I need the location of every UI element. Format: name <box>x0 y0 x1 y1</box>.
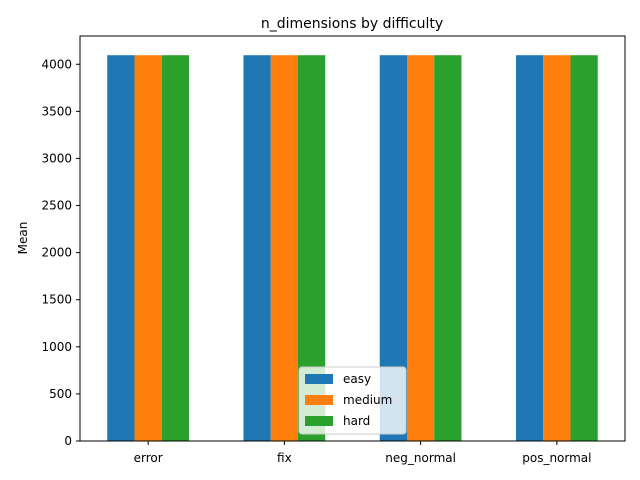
y-tick-label: 500 <box>49 387 72 401</box>
y-tick-label: 0 <box>64 434 72 448</box>
legend-swatch-medium <box>305 395 333 405</box>
y-tick-label: 4000 <box>41 57 72 71</box>
y-tick-label: 1500 <box>41 293 72 307</box>
bar-error-easy <box>107 55 135 441</box>
y-axis-label: Mean <box>16 222 30 255</box>
plot-frame <box>79 35 626 442</box>
bar-fix-medium <box>270 55 298 441</box>
legend-swatch-hard <box>305 416 333 426</box>
bar-neg_normal-medium <box>407 55 435 441</box>
y-tick-label: 1000 <box>41 340 72 354</box>
y-tick-label: 3000 <box>41 151 72 165</box>
bar-pos_normal-easy <box>516 55 544 441</box>
y-tick-label: 3500 <box>41 104 72 118</box>
chart-title: n_dimensions by difficulty <box>261 16 443 32</box>
x-tick-label: fix <box>277 451 292 465</box>
y-axis-ticks: 0 500 1000 1500 2000 2500 3000 3500 4000 <box>41 57 80 448</box>
legend-label-medium: medium <box>343 393 392 407</box>
bar-pos_normal-medium <box>543 55 571 441</box>
bar-error-medium <box>134 55 162 441</box>
x-tick-label: error <box>134 451 163 465</box>
bar-error-hard <box>161 55 189 441</box>
x-tick-label: neg_normal <box>385 451 456 465</box>
bar-neg_normal-hard <box>434 55 462 441</box>
legend-label-hard: hard <box>343 414 370 428</box>
bar-pos_normal-hard <box>570 55 598 441</box>
legend-label-easy: easy <box>343 372 371 386</box>
legend: easy medium hard <box>298 366 407 435</box>
x-tick-label: pos_normal <box>522 451 591 465</box>
bars-layer <box>107 55 598 441</box>
x-axis-ticks: error fix neg_normal pos_normal <box>134 441 592 465</box>
legend-swatch-easy <box>305 374 333 384</box>
y-tick-label: 2000 <box>41 246 72 260</box>
y-tick-label: 2500 <box>41 199 72 213</box>
bar-fix-easy <box>243 55 271 441</box>
